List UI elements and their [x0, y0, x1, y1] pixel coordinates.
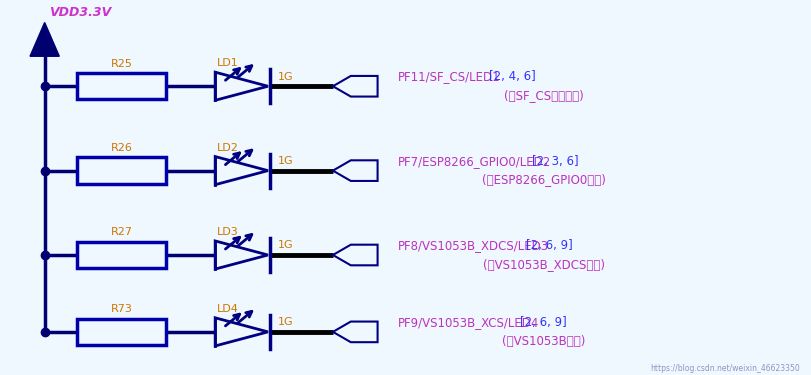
Polygon shape	[215, 72, 268, 100]
Text: PF11/SF_CS/LED1: PF11/SF_CS/LED1	[397, 70, 500, 83]
Text: PF8/VS1053B_XDCS/LED3: PF8/VS1053B_XDCS/LED3	[397, 239, 548, 252]
Text: [2, 6, 9]: [2, 6, 9]	[526, 239, 572, 252]
Text: 1k: 1k	[114, 326, 130, 338]
Text: (和SF_CS片选复用): (和SF_CS片选复用)	[504, 89, 583, 102]
Polygon shape	[215, 157, 268, 184]
Polygon shape	[215, 318, 268, 346]
Text: [2, 6, 9]: [2, 6, 9]	[519, 316, 566, 329]
Text: (和VS1053B复用): (和VS1053B复用)	[502, 335, 585, 348]
Text: PF7/ESP8266_GPIO0/LED2: PF7/ESP8266_GPIO0/LED2	[397, 155, 551, 168]
Text: [2, 3, 6]: [2, 3, 6]	[531, 155, 577, 168]
Text: R73: R73	[111, 304, 132, 314]
Polygon shape	[333, 321, 377, 342]
Text: LD1: LD1	[217, 58, 238, 68]
Bar	[77, 158, 166, 184]
Text: https://blog.csdn.net/weixin_46623350: https://blog.csdn.net/weixin_46623350	[650, 364, 799, 373]
Text: (和ESP8266_GPIO0复用): (和ESP8266_GPIO0复用)	[482, 174, 605, 186]
Text: 1G: 1G	[277, 156, 293, 166]
Text: 1k: 1k	[114, 164, 130, 177]
Bar	[77, 319, 166, 345]
Text: 1G: 1G	[277, 72, 293, 82]
Text: R27: R27	[110, 227, 133, 237]
Text: VDD3.3V: VDD3.3V	[49, 6, 111, 19]
Text: LD2: LD2	[217, 143, 238, 153]
Text: LD3: LD3	[217, 227, 238, 237]
Text: 1k: 1k	[114, 249, 130, 261]
Bar	[77, 73, 166, 99]
Text: (和VS1053B_XDCS复用): (和VS1053B_XDCS复用)	[483, 258, 604, 271]
Text: 1G: 1G	[277, 317, 293, 327]
Text: R25: R25	[111, 58, 132, 69]
Text: 1G: 1G	[277, 240, 293, 250]
Polygon shape	[215, 241, 268, 269]
Polygon shape	[30, 22, 59, 56]
Bar	[77, 242, 166, 268]
Text: PF9/VS1053B_XCS/LED4: PF9/VS1053B_XCS/LED4	[397, 316, 539, 329]
Text: [2, 4, 6]: [2, 4, 6]	[488, 70, 535, 83]
Polygon shape	[333, 245, 377, 266]
Text: LD4: LD4	[217, 304, 238, 314]
Text: R26: R26	[111, 143, 132, 153]
Polygon shape	[333, 160, 377, 181]
Text: 1k: 1k	[114, 80, 130, 93]
Polygon shape	[333, 76, 377, 97]
